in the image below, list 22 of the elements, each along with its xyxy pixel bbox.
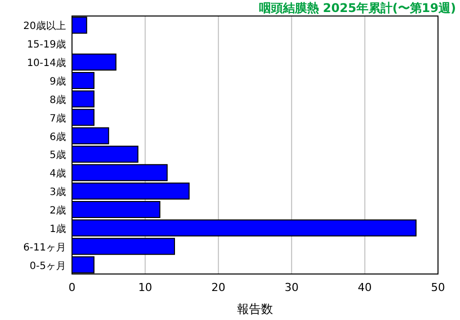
y-tick-label: 6-11ヶ月 xyxy=(23,242,66,254)
y-tick-label: 1歳 xyxy=(50,222,66,235)
x-tick-label: 0 xyxy=(68,281,76,294)
y-tick-label: 20歳以上 xyxy=(23,20,66,32)
y-tick-label: 15-19歳 xyxy=(26,38,66,51)
x-tick-label: 20 xyxy=(211,281,226,294)
y-tick-label: 2歳 xyxy=(50,204,66,216)
y-tick-label: 0-5ヶ月 xyxy=(30,260,66,272)
y-tick-label: 5歳 xyxy=(50,149,66,162)
y-tick-label: 4歳 xyxy=(50,168,66,180)
chart-title: 咽頭結膜熱 2025年累計(〜第19週) xyxy=(258,1,456,15)
x-tick-label: 10 xyxy=(138,281,152,294)
x-tick-label: 30 xyxy=(284,281,299,294)
x-axis-title: 報告数 xyxy=(237,302,273,316)
y-tick-label: 3歳 xyxy=(50,186,66,198)
y-tick-label: 7歳 xyxy=(50,112,66,124)
y-tick-label: 9歳 xyxy=(50,76,66,88)
x-tick-label: 40 xyxy=(358,281,372,294)
y-tick-label: 10-14歳 xyxy=(26,57,66,70)
x-tick-label: 50 xyxy=(431,281,445,294)
y-tick-label: 6歳 xyxy=(50,130,66,143)
y-tick-label: 8歳 xyxy=(50,94,66,106)
